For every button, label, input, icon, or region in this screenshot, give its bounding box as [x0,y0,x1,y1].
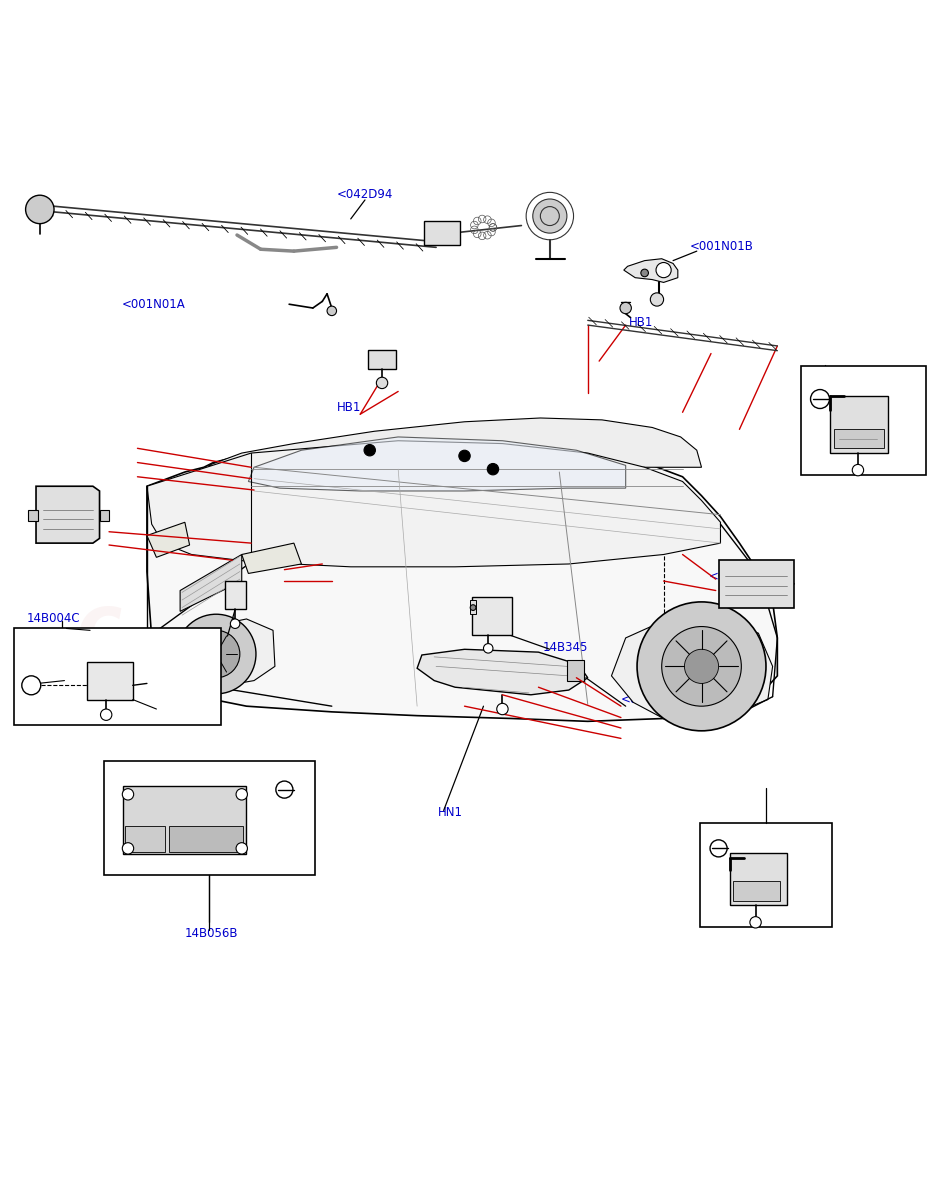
Bar [424,221,460,245]
Text: 14B004B: 14B004B [811,422,864,436]
Circle shape [750,917,761,928]
Text: <044A74C: <044A74C [28,512,92,526]
Bar [14,629,221,725]
Polygon shape [147,440,720,566]
Circle shape [236,788,247,800]
Polygon shape [154,619,275,688]
Polygon shape [248,437,626,491]
Circle shape [122,842,134,854]
Circle shape [684,649,719,684]
Bar [472,598,512,635]
Polygon shape [611,619,773,719]
Text: <042D94: <042D94 [337,187,392,200]
Text: <044A74B: <044A74B [709,570,773,583]
Text: 14B004C: 14B004C [747,889,801,902]
Circle shape [483,643,493,653]
Bar [834,430,884,449]
Circle shape [176,614,256,694]
Text: HN3: HN3 [270,780,295,793]
Bar [225,581,246,610]
Bar [169,826,243,852]
Circle shape [470,605,476,611]
Polygon shape [209,418,702,469]
Circle shape [811,390,830,408]
Text: <044A74A: <044A74A [621,694,684,706]
Circle shape [662,626,741,706]
Polygon shape [147,437,777,721]
Text: <001N01A: <001N01A [121,298,185,311]
Text: HB1: HB1 [629,316,653,329]
Bar [104,761,315,875]
Text: HN3: HN3 [725,828,750,841]
Text: 14B056A: 14B056A [150,806,203,820]
Text: HB1: HB1 [337,401,361,414]
Circle shape [487,463,499,475]
Bar [470,600,476,614]
Text: scuderia: scuderia [265,503,665,583]
Text: a: a [683,592,734,666]
Polygon shape [180,554,242,611]
Circle shape [637,602,766,731]
Polygon shape [242,544,301,574]
Text: 14B321: 14B321 [809,391,854,403]
Circle shape [376,377,388,389]
Bar [125,826,165,852]
Text: 14B056B: 14B056B [185,928,238,940]
Text: HN3: HN3 [815,445,840,458]
Text: 14B345: 14B345 [542,641,588,654]
Circle shape [852,464,864,476]
Circle shape [364,444,375,456]
Circle shape [710,840,727,857]
Text: HN1: HN1 [438,806,463,818]
Text: c: c [76,592,121,666]
Circle shape [641,269,648,277]
Polygon shape [719,560,794,607]
Bar [730,853,787,905]
Circle shape [26,196,54,223]
Circle shape [459,450,470,462]
Circle shape [540,206,559,226]
Text: HS1: HS1 [479,611,502,624]
Text: parts: parts [360,578,549,641]
Circle shape [230,619,240,629]
Bar [87,661,133,700]
Circle shape [236,842,247,854]
Circle shape [100,709,112,720]
Bar [700,823,832,928]
Bar [830,396,888,454]
Circle shape [497,703,508,715]
Bar [28,510,38,521]
Circle shape [650,293,664,306]
Bar [801,366,926,475]
Text: 14B004A: 14B004A [93,670,146,683]
Circle shape [327,306,337,316]
Text: 14B004C: 14B004C [27,612,81,625]
Bar [733,881,780,901]
Bar [368,349,396,368]
Text: HB2: HB2 [27,670,51,683]
Polygon shape [36,486,100,544]
Bar [100,510,109,521]
Circle shape [620,302,631,313]
Bar [123,786,246,854]
Bar [567,660,584,680]
Circle shape [656,263,671,277]
Circle shape [22,676,41,695]
Text: 14B004A: 14B004A [706,859,759,872]
Circle shape [533,199,567,233]
Polygon shape [147,522,190,557]
Polygon shape [417,649,588,695]
Circle shape [122,788,134,800]
Text: <001N01B: <001N01B [690,240,754,253]
Circle shape [276,781,293,798]
Circle shape [192,630,240,678]
Polygon shape [624,259,678,282]
Text: HN2: HN2 [183,630,208,642]
